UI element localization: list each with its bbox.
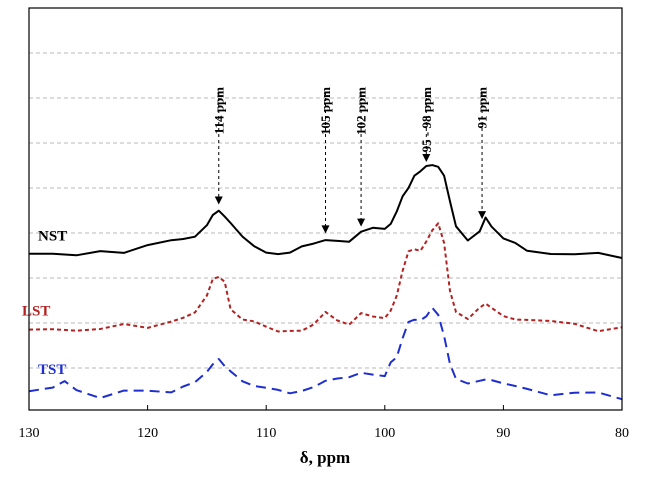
x-tick-label: 130 xyxy=(19,426,40,441)
series-label-nst: NST xyxy=(38,229,67,245)
series-label-tst: TST xyxy=(38,362,66,378)
series-label-lst: LST xyxy=(22,304,50,320)
annotation-arrowhead xyxy=(321,225,330,234)
series-nst-line xyxy=(28,164,623,259)
annotation-label: 102 ppm xyxy=(354,87,369,135)
x-tick-label: 110 xyxy=(256,426,276,441)
series-lst-line xyxy=(28,222,623,333)
x-axis-title: δ, ppm xyxy=(300,448,350,467)
series-tst-line xyxy=(28,306,623,401)
annotation-arrowhead xyxy=(214,196,223,205)
peak-annotations: 114 ppm 105 ppm 102 ppm 95 - 98 ppm 91 ppm xyxy=(211,87,490,234)
annotation-label: 95 - 98 ppm xyxy=(419,87,434,153)
x-tick-label: 100 xyxy=(374,426,395,441)
x-tick-label: 80 xyxy=(615,426,629,441)
annotation-arrowhead xyxy=(478,211,487,220)
x-tick-label: 120 xyxy=(137,426,158,441)
plot-frame xyxy=(28,7,623,411)
annotation-label: 114 ppm xyxy=(211,87,226,134)
x-axis-ticks: 130 120 110 100 90 80 xyxy=(19,405,629,441)
annotation-label: 91 ppm xyxy=(475,87,490,129)
annotation-label: 105 ppm xyxy=(318,87,333,135)
annotation-arrowhead xyxy=(357,218,366,227)
series-lines xyxy=(28,164,623,401)
x-tick-label: 90 xyxy=(496,426,510,441)
annotation-arrowhead xyxy=(422,154,431,162)
